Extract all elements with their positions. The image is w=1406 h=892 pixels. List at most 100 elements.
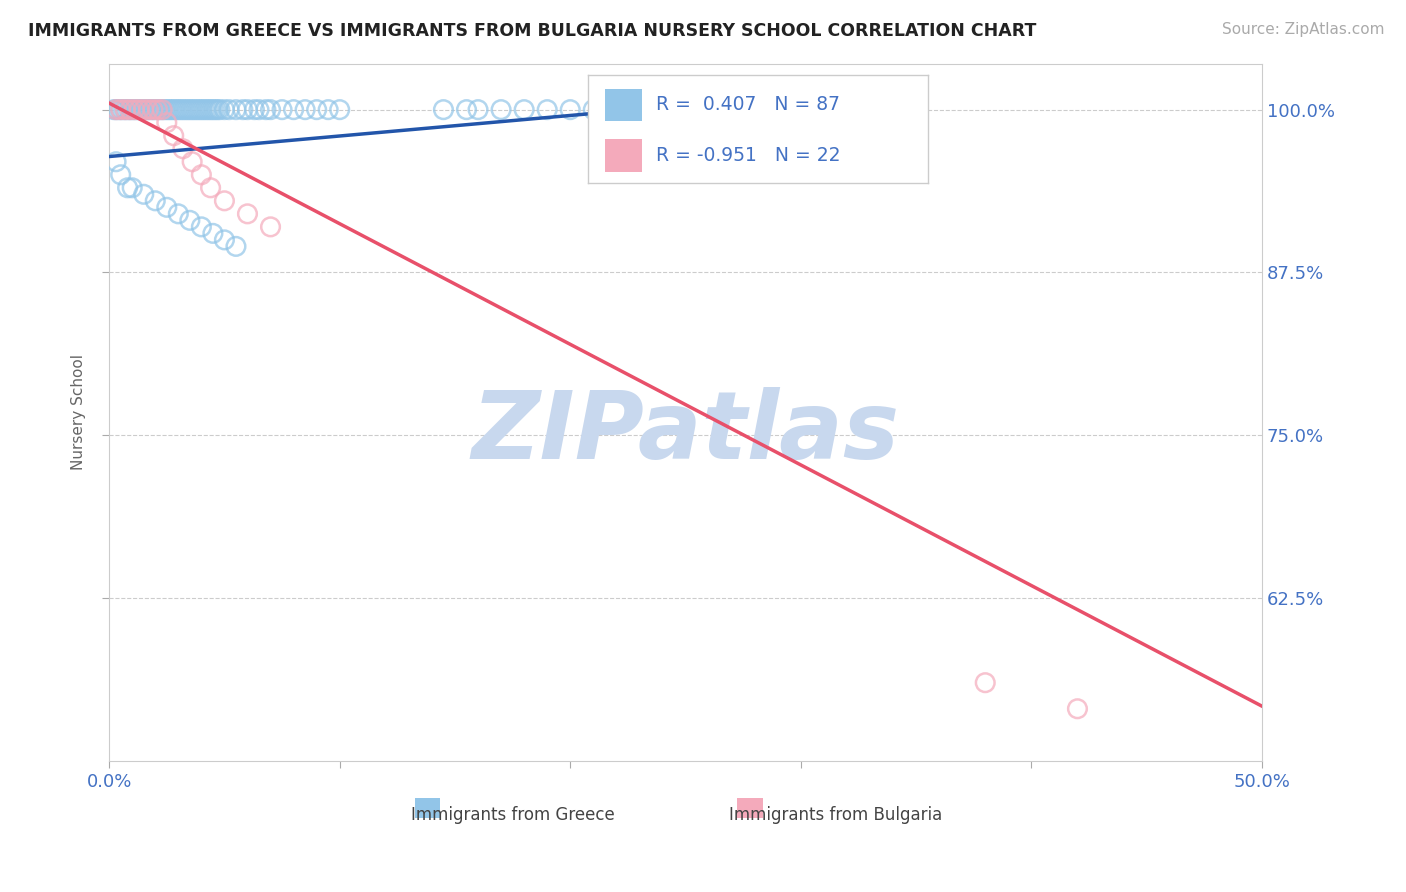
Point [110,103,132,117]
Point [218,103,240,117]
Point [247,103,270,117]
Point [105,154,128,169]
Point [174,103,197,117]
Point [146,103,169,117]
Point [489,103,512,117]
Point [114,103,136,117]
Point [139,103,162,117]
Point [110,103,132,117]
Point [200,181,222,195]
Point [103,103,125,117]
Point [179,103,201,117]
Point [316,103,339,117]
Point [163,128,186,143]
Point [1066,702,1088,716]
Text: IMMIGRANTS FROM GREECE VS IMMIGRANTS FROM BULGARIA NURSERY SCHOOL CORRELATION CH: IMMIGRANTS FROM GREECE VS IMMIGRANTS FRO… [28,22,1036,40]
Point [432,103,454,117]
Point [165,103,187,117]
Point [183,103,205,117]
Point [150,103,173,117]
Point [132,103,155,117]
Point [156,103,179,117]
Point [513,103,536,117]
Point [160,103,183,117]
Point [172,142,194,156]
Point [271,103,294,117]
Point [107,103,129,117]
Point [128,103,150,117]
Point [167,207,190,221]
Point [118,103,141,117]
Point [201,227,224,241]
Point [675,103,697,117]
Point [974,675,997,690]
Point [236,103,259,117]
Point [111,103,134,117]
Point [121,181,143,195]
Point [124,103,146,117]
Point [214,103,236,117]
Point [167,103,190,117]
Point [259,103,281,117]
Point [207,103,229,117]
Point [118,103,141,117]
Point [188,103,211,117]
Point [236,207,259,221]
Point [190,103,212,117]
Point [138,103,160,117]
Point [181,154,204,169]
Point [114,103,136,117]
Point [201,103,224,117]
Point [232,103,254,117]
Point [124,103,146,117]
FancyBboxPatch shape [737,798,763,818]
Point [138,103,160,117]
Point [536,103,558,117]
Point [105,103,128,117]
Point [190,168,212,182]
Text: Immigrants from Bulgaria: Immigrants from Bulgaria [728,806,942,824]
Point [204,103,226,117]
Point [190,219,212,234]
Point [467,103,489,117]
Point [651,103,673,117]
Point [283,103,305,117]
Point [105,103,128,117]
Text: ZIPatlas: ZIPatlas [471,387,900,479]
Point [582,103,605,117]
Point [456,103,478,117]
Point [142,103,165,117]
FancyBboxPatch shape [415,798,440,818]
Point [110,168,132,182]
Point [163,103,186,117]
Point [153,103,176,117]
Point [172,103,194,117]
Point [132,103,155,117]
Point [243,103,266,117]
Point [225,239,247,253]
Point [132,187,155,202]
Point [142,103,165,117]
Point [150,103,173,117]
Point [208,103,231,117]
Point [146,103,169,117]
Point [305,103,328,117]
Point [143,103,166,117]
Point [125,103,148,117]
Point [254,103,277,117]
Point [329,103,352,117]
Point [121,103,143,117]
Point [131,103,153,117]
Point [169,103,191,117]
Point [259,219,281,234]
Point [605,103,627,117]
Text: Immigrants from Greece: Immigrants from Greece [411,806,614,824]
Point [225,103,247,117]
Point [135,103,157,117]
Point [128,103,150,117]
Point [200,103,222,117]
Point [560,103,582,117]
Point [214,194,236,208]
Point [157,103,180,117]
Point [143,194,166,208]
